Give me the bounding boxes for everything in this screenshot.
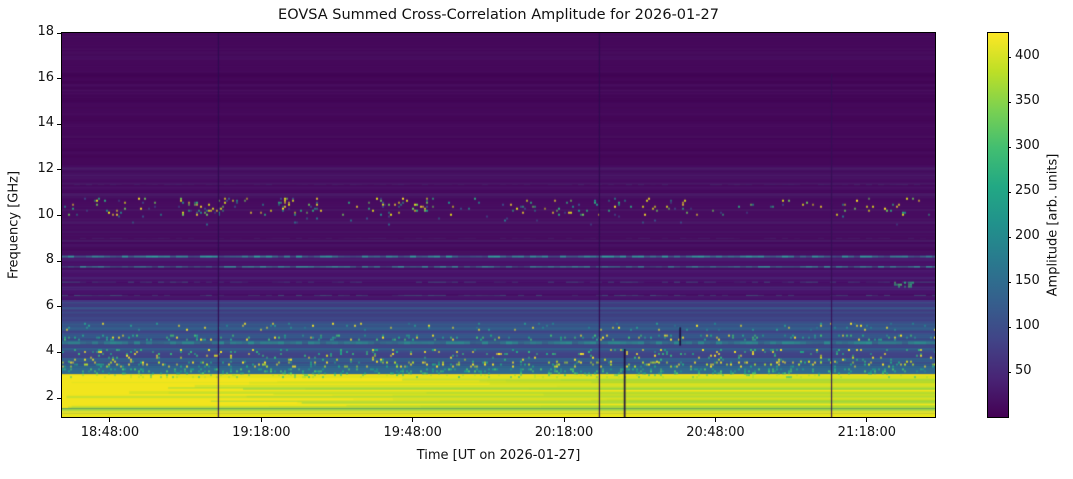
y-tick-mark <box>57 306 61 308</box>
x-tick-mark <box>412 418 414 422</box>
x-tick-mark <box>109 418 111 422</box>
y-tick-label: 8 <box>45 252 54 268</box>
spectrogram-axes <box>61 32 936 418</box>
y-tick-label: 6 <box>45 297 54 313</box>
x-tick-mark <box>563 418 565 422</box>
x-tick-label: 20:18:00 <box>534 425 594 440</box>
colorbar-tick-label: 300 <box>1015 138 1040 154</box>
y-tick-label: 12 <box>37 160 54 176</box>
y-tick-mark <box>57 78 61 80</box>
x-tick-mark <box>866 418 868 422</box>
colorbar-tick-mark <box>1008 191 1011 193</box>
x-tick-label: 21:18:00 <box>837 425 897 440</box>
colorbar-tick-mark <box>1008 281 1011 283</box>
colorbar-tick-mark <box>1008 101 1011 103</box>
x-tick-label: 18:48:00 <box>80 425 140 440</box>
x-tick-label: 19:48:00 <box>383 425 442 440</box>
chart-title: EOVSA Summed Cross-Correlation Amplitude… <box>278 7 719 23</box>
colorbar-tick-mark <box>1008 326 1011 328</box>
colorbar <box>987 32 1009 418</box>
y-tick-mark <box>57 123 61 125</box>
colorbar-tick-mark <box>1008 371 1011 373</box>
colorbar-tick-label: 200 <box>1015 228 1040 244</box>
colorbar-tick-mark <box>1008 56 1011 58</box>
y-tick-mark <box>57 351 61 353</box>
y-tick-label: 4 <box>45 343 54 359</box>
colorbar-tick-label: 150 <box>1015 273 1040 289</box>
y-tick-label: 14 <box>37 115 54 131</box>
colorbar-tick-label: 50 <box>1015 363 1032 379</box>
y-tick-mark <box>57 32 61 34</box>
y-tick-mark <box>57 169 61 171</box>
y-tick-mark <box>57 215 61 217</box>
y-tick-mark <box>57 397 61 399</box>
y-tick-mark <box>57 260 61 262</box>
colorbar-tick-mark <box>1008 146 1011 148</box>
y-tick-label: 10 <box>37 206 54 222</box>
colorbar-tick-label: 100 <box>1015 318 1040 334</box>
y-tick-label: 2 <box>45 389 54 405</box>
x-axis-label: Time [UT on 2026-01-27] <box>416 448 581 463</box>
x-tick-mark <box>714 418 716 422</box>
colorbar-tick-mark <box>1008 236 1011 238</box>
y-tick-label: 16 <box>37 69 54 85</box>
y-tick-label: 18 <box>37 24 54 39</box>
colorbar-tick-label: 250 <box>1015 183 1040 199</box>
colorbar-tick-label: 400 <box>1015 48 1040 64</box>
x-tick-label: 20:48:00 <box>686 425 745 440</box>
colorbar-tick-label: 350 <box>1015 93 1040 109</box>
x-tick-mark <box>260 418 262 422</box>
x-tick-label: 19:18:00 <box>232 425 291 440</box>
colorbar-label: Amplitude [arb. units] <box>1045 153 1061 297</box>
spectrogram-image <box>62 33 935 417</box>
